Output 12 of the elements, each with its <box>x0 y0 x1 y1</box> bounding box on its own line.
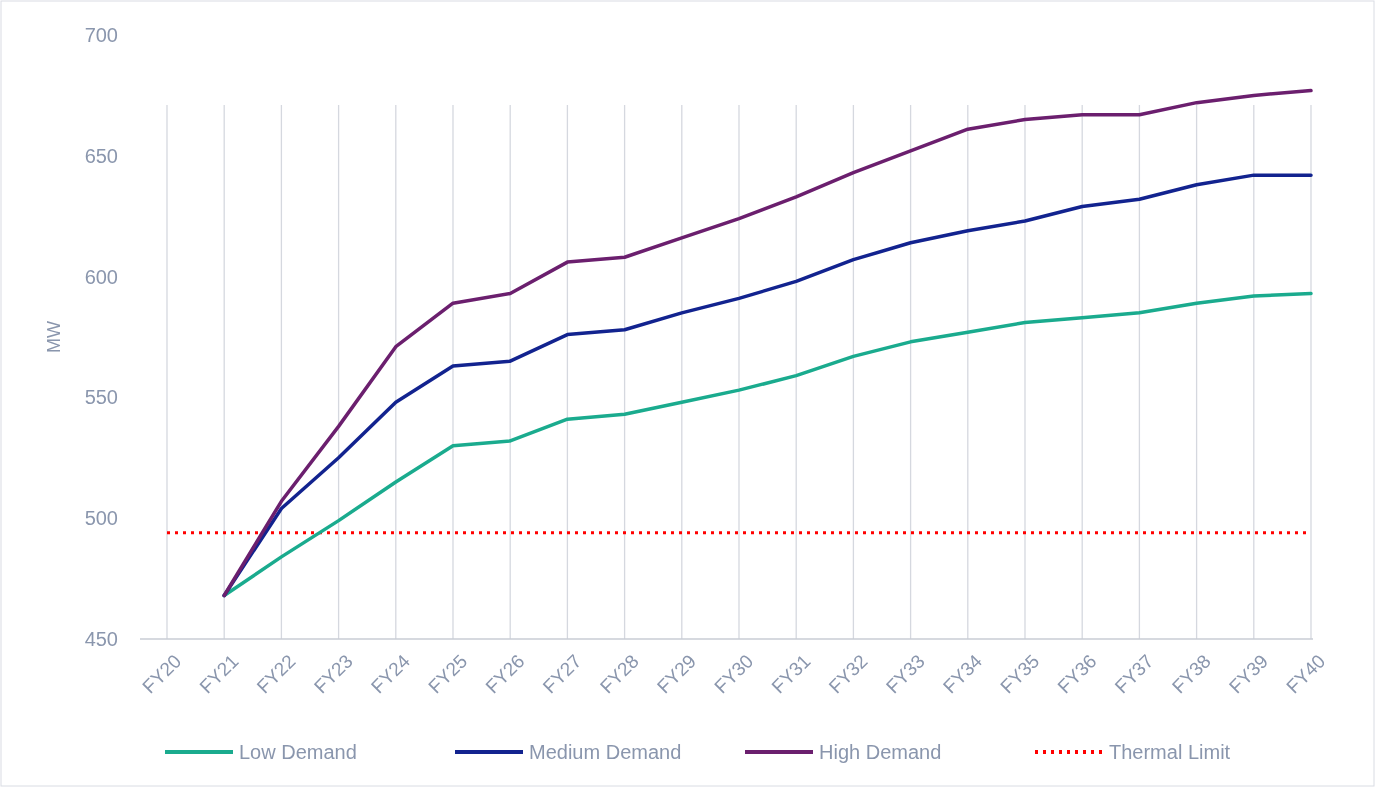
y-tick-label: 650 <box>84 144 118 167</box>
legend-label: High Demand <box>819 741 942 763</box>
y-tick-label: 550 <box>84 386 118 409</box>
legend-label: Thermal Limit <box>1109 741 1231 763</box>
line-series <box>222 88 1313 598</box>
y-axis-title: MW <box>44 321 64 353</box>
y-tick-label: 700 <box>84 24 118 46</box>
legend-label: Medium Demand <box>529 741 682 763</box>
y-tick-label: 500 <box>84 507 118 530</box>
y-tick-label: 450 <box>84 628 118 650</box>
legend-label: Low Demand <box>239 741 357 763</box>
y-tick-label: 600 <box>84 265 118 288</box>
